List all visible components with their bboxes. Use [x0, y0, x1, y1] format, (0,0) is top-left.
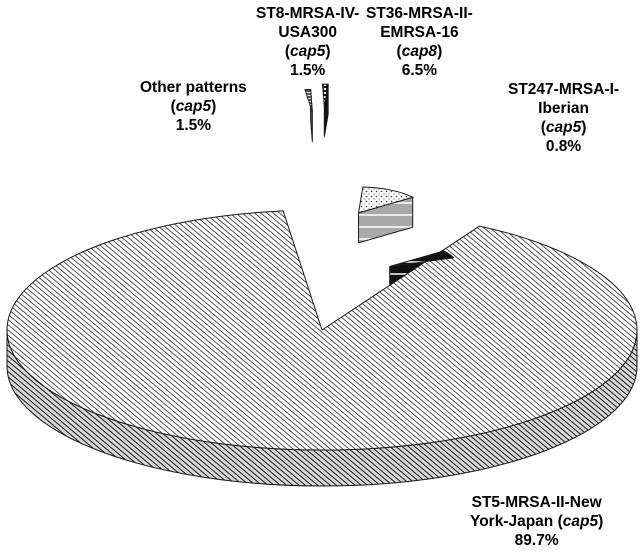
slice-label-st8-capsule: cap5 — [290, 43, 326, 60]
slice-other — [304, 88, 313, 113]
slice-label-st247-value: 0.8% — [545, 138, 582, 155]
slice-label-st8-value: 1.5% — [290, 62, 326, 79]
slice-label-st36: ST36-MRSA-II- EMRSA-16 (cap8) 6.5% — [366, 4, 473, 80]
slice-st8 — [322, 83, 329, 107]
slice-label-st247-line3: (cap5) — [540, 119, 587, 136]
slice-st247 — [389, 250, 455, 268]
slice-label-st247: ST247-MRSA-I- Iberian (cap5) 0.8% — [508, 80, 619, 156]
slice-label-st247-capsule: cap5 — [545, 119, 582, 136]
slice-label-other-line2: (cap5) — [170, 98, 217, 115]
slice-label-st36-line2: EMRSA-16 — [380, 24, 459, 41]
slice-label-st8-line1: ST8-MRSA-IV- — [256, 5, 360, 22]
pie-tops — [6, 83, 638, 451]
slice-label-st5-capsule: cap5 — [562, 513, 599, 530]
slice-label-st5-line2: York-Japan (cap5) — [470, 513, 604, 530]
slice-label-other: Other patterns (cap5) 1.5% — [140, 78, 247, 135]
slice-label-st247-line2: Iberian — [538, 100, 589, 117]
slice-label-st8: ST8-MRSA-IV- USA300 (cap5) 1.5% — [256, 4, 359, 80]
slice-label-st247-line1: ST247-MRSA-I- — [508, 81, 620, 98]
slice-label-st5: ST5-MRSA-II-New York-Japan (cap5) 89.7% — [470, 493, 603, 550]
slice-label-other-value: 1.5% — [175, 117, 212, 134]
slice-label-st36-capsule: cap8 — [401, 43, 438, 60]
slice-label-st36-value: 6.5% — [401, 62, 438, 79]
slice-label-st5-value: 89.7% — [514, 532, 559, 549]
slice-label-st8-line2: USA300 — [278, 24, 337, 41]
slice-label-st36-line3: (cap8) — [396, 43, 443, 60]
slice-label-other-line1: Other patterns — [140, 79, 247, 96]
slice-label-st5-line1: ST5-MRSA-II-New — [471, 494, 602, 511]
slice-st36 — [357, 186, 415, 214]
slice-label-st36-line1: ST36-MRSA-II- — [366, 5, 473, 22]
slice-st5 — [6, 210, 638, 451]
slice-label-st8-line3: (cap5) — [284, 43, 331, 60]
slice-label-other-capsule: cap5 — [175, 98, 212, 115]
